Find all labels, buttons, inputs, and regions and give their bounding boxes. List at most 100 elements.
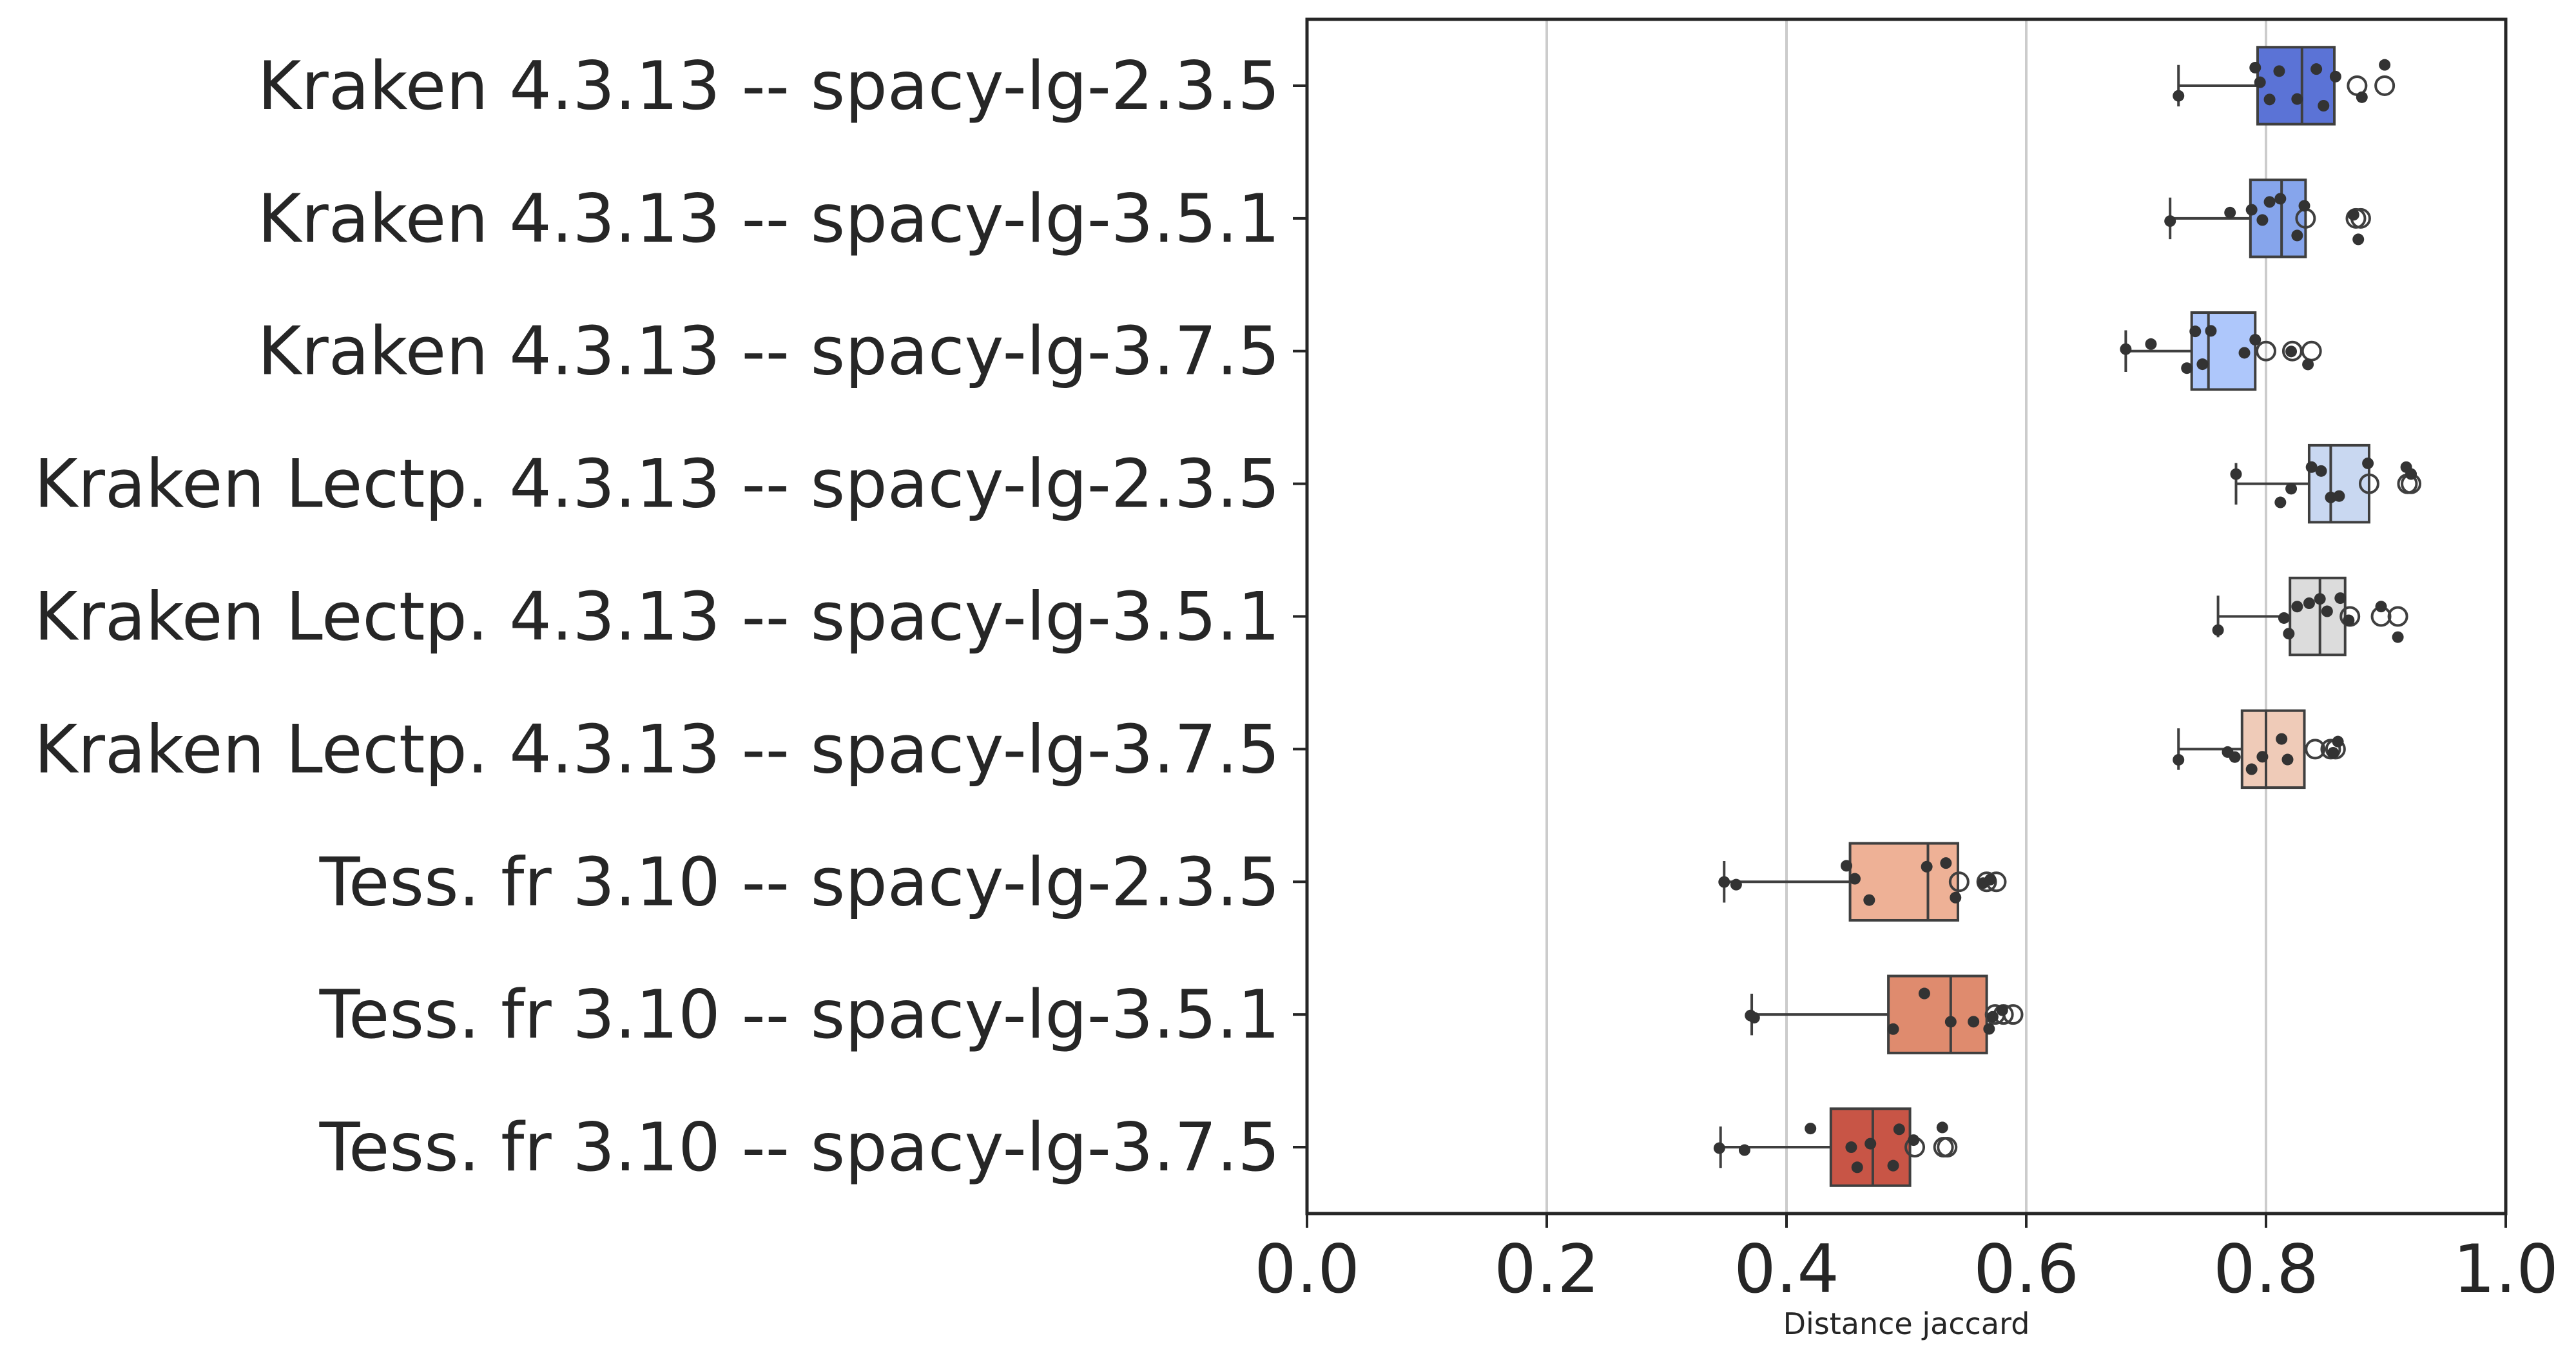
data-point [1983, 1023, 1995, 1035]
data-point [1845, 1141, 1857, 1154]
data-point [2238, 347, 2251, 359]
data-point [2305, 461, 2318, 473]
data-point [2315, 465, 2327, 477]
data-point [1936, 1121, 1948, 1134]
data-point [2318, 100, 2330, 112]
data-point [2405, 468, 2417, 480]
data-point [2362, 457, 2374, 469]
data-point [1887, 1159, 1899, 1172]
data-point [2392, 631, 2404, 643]
outlier-marker [2301, 340, 2322, 362]
outlier-marker [2256, 340, 2276, 362]
data-point [2356, 91, 2368, 103]
box-rect [2289, 576, 2347, 657]
x-tick-label: 1.0 [2453, 1231, 2559, 1308]
data-point [2256, 214, 2269, 226]
data-point [2229, 751, 2241, 763]
outlier-marker [1948, 871, 1970, 893]
data-point [1718, 876, 1730, 888]
data-point [1940, 857, 1952, 869]
data-point [2283, 628, 2295, 640]
box-group [1750, 974, 2024, 1054]
x-tick-label: 0.2 [1494, 1231, 1600, 1308]
data-point [1713, 1142, 1725, 1154]
outlier-marker [2374, 75, 2396, 96]
data-point [2278, 612, 2290, 624]
data-point [2281, 753, 2294, 766]
x-tick-label: 0.4 [1734, 1231, 1839, 1308]
data-point [2291, 229, 2303, 242]
data-point [2274, 496, 2287, 508]
data-point [1887, 1023, 1899, 1035]
data-point [1921, 860, 1933, 873]
data-point [2249, 334, 2261, 346]
category-label: Tess. fr 3.10 -- spacy-lg-3.7.5 [319, 1109, 1280, 1186]
data-point [1893, 1123, 1905, 1136]
category-label: Kraken 4.3.13 -- spacy-lg-3.5.1 [258, 180, 1280, 258]
data-point [2224, 206, 2236, 218]
data-point [2379, 59, 2391, 71]
data-point [2334, 592, 2347, 605]
data-point [2230, 468, 2242, 480]
category-label: Tess. fr 3.10 -- spacy-lg-2.3.5 [319, 844, 1280, 921]
x-tick-label: 0.8 [2213, 1231, 2319, 1308]
box-rect [2240, 709, 2306, 789]
strip-points [1713, 59, 2417, 1174]
data-point [2314, 593, 2326, 605]
data-point [1849, 873, 1861, 885]
data-point [1944, 1016, 1957, 1028]
data-point [2285, 345, 2298, 358]
category-label: Kraken Lectp. 4.3.13 -- spacy-lg-2.3.5 [34, 446, 1280, 523]
data-point [2263, 196, 2276, 208]
data-point [2173, 90, 2185, 102]
data-point [2249, 61, 2261, 73]
data-point [1738, 1144, 1750, 1156]
data-point [1864, 1138, 1877, 1150]
x-ticks: 0.0 0.2 0.4 0.6 0.8 1.0 [1254, 1214, 2559, 1308]
category-labels: Kraken 4.3.13 -- spacy-lg-2.3.5 Kraken 4.… [34, 48, 1307, 1186]
data-point [2205, 325, 2217, 337]
box-rect [1887, 974, 1988, 1054]
category-label: Kraken Lectp. 4.3.13 -- spacy-lg-3.5.1 [34, 579, 1280, 656]
data-point [2274, 193, 2287, 205]
box-group [2177, 709, 2346, 789]
data-point [1730, 878, 1742, 891]
data-point [2343, 614, 2355, 626]
data-point [2181, 362, 2193, 374]
x-axis-title: Distance jaccard [1783, 1306, 2030, 1341]
data-point [2164, 215, 2176, 228]
data-point [2298, 200, 2310, 212]
data-point [1851, 1161, 1863, 1174]
data-point [2256, 751, 2269, 763]
x-tick-label: 0.6 [1973, 1231, 2079, 1308]
data-point [1996, 1004, 2008, 1016]
outlier-marker [2358, 473, 2379, 494]
outlier-marker [1937, 1137, 1958, 1158]
box-group [2177, 46, 2396, 126]
data-point [2212, 624, 2224, 636]
data-point [2347, 209, 2359, 221]
box-group [2234, 443, 2422, 524]
data-point [2321, 605, 2333, 617]
boxes [1719, 46, 2422, 1187]
data-point [2352, 233, 2365, 246]
data-point [2303, 597, 2315, 609]
data-point [1748, 1012, 1760, 1024]
data-point [1863, 894, 1875, 906]
data-point [2333, 490, 2345, 502]
data-point [2327, 747, 2339, 759]
data-point [2196, 358, 2209, 371]
data-point [2285, 483, 2298, 495]
data-point [2245, 204, 2258, 216]
category-label: Kraken 4.3.13 -- spacy-lg-3.7.5 [258, 313, 1280, 391]
data-point [2263, 93, 2276, 106]
x-tick-label: 0.0 [1254, 1231, 1360, 1308]
data-point [2310, 63, 2323, 75]
outlier-marker [2387, 606, 2408, 627]
data-point [2291, 601, 2303, 613]
data-point [1950, 891, 1962, 904]
data-point [1968, 1016, 1980, 1028]
data-point [2332, 735, 2344, 748]
data-point [1841, 860, 1852, 872]
